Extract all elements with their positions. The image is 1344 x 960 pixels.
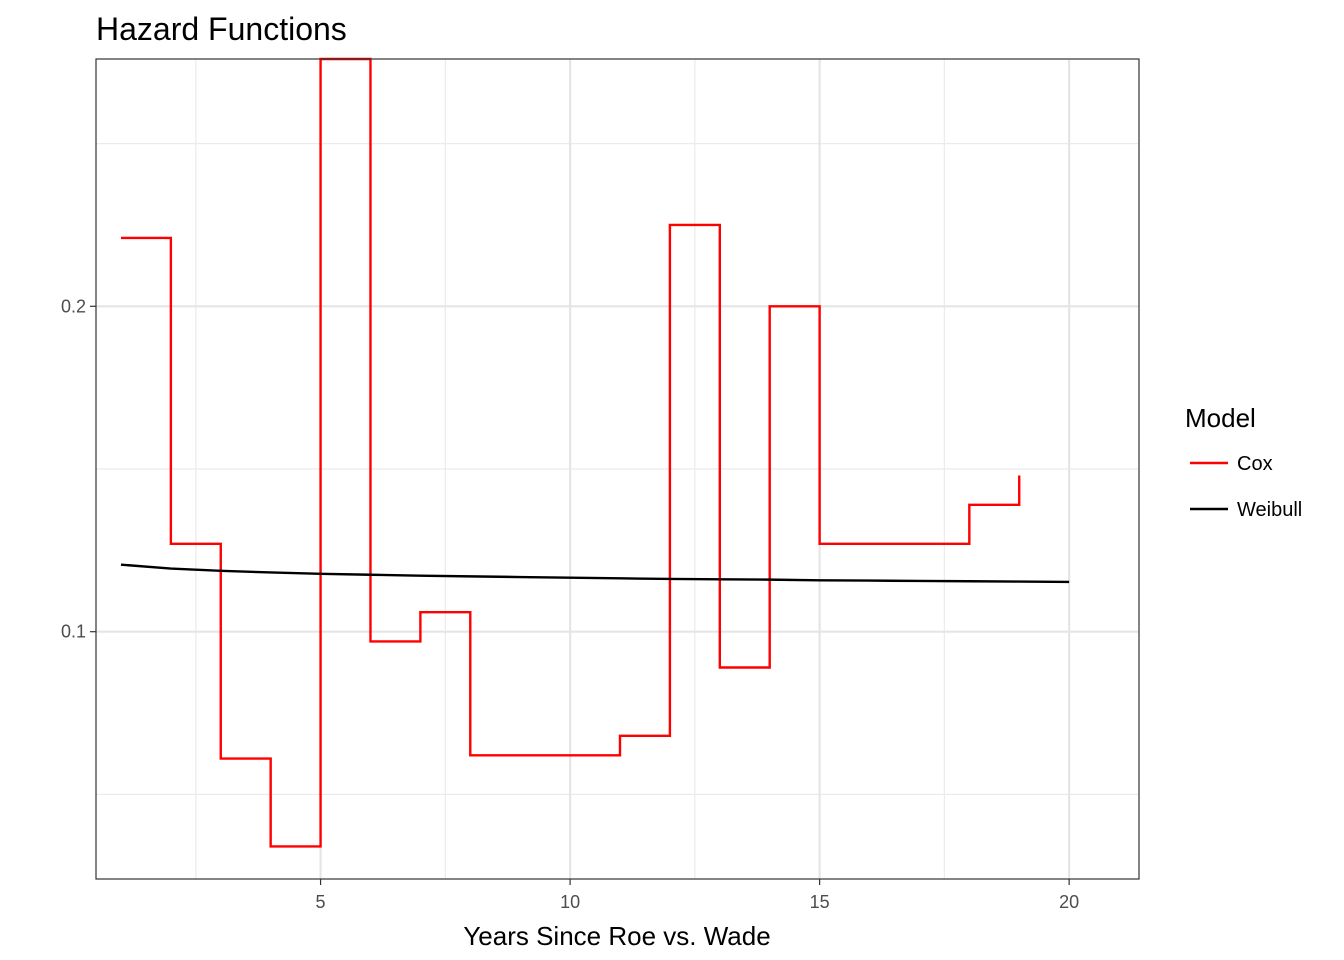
series-line-weibull (120, 563, 1070, 584)
legend-label-weibull: Weibull (1237, 499, 1302, 521)
x-tick-label: 15 (810, 892, 830, 912)
x-tick-label: 20 (1059, 892, 1079, 912)
legend-title: Model (1185, 403, 1256, 433)
y-axis: 0.1 0.2 (61, 296, 96, 642)
major-gridlines (96, 59, 1139, 879)
legend-label-cox: Cox (1237, 453, 1273, 475)
chart-title: Hazard Functions (96, 11, 347, 47)
x-axis-title: Years Since Roe vs. Wade (463, 921, 770, 951)
x-tick-label: 5 (316, 892, 326, 912)
x-axis: 5 10 15 20 (316, 879, 1079, 912)
x-tick-label: 10 (560, 892, 580, 912)
y-tick-label: 0.1 (61, 622, 86, 642)
legend: Model Cox Weibull (1185, 403, 1302, 521)
series-layer (120, 57, 1070, 848)
series-line-cox (120, 57, 1021, 848)
y-tick-label: 0.2 (61, 296, 86, 316)
plot-panel-border (95, 58, 1140, 880)
